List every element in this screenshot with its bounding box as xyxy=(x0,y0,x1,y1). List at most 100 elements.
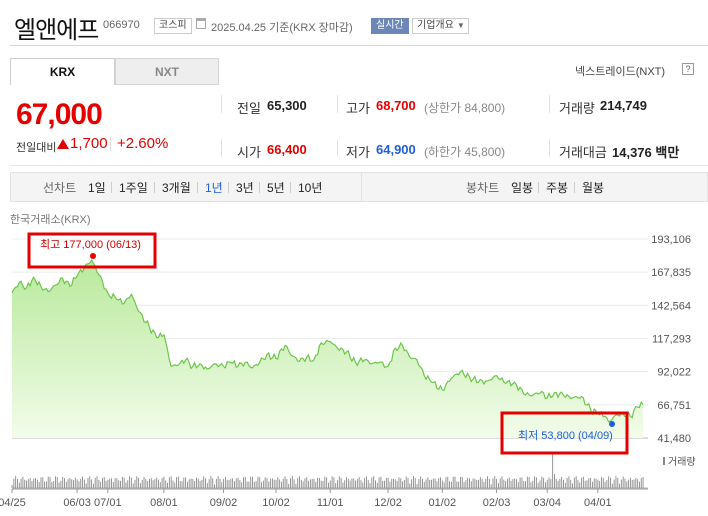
volume-bar xyxy=(537,482,539,488)
volume-bar xyxy=(317,477,319,488)
volume-bar xyxy=(637,479,639,488)
volume-bar xyxy=(575,476,577,488)
x-tick-label: 04/25 xyxy=(0,497,26,509)
volume-bar xyxy=(78,481,80,488)
volume-bar xyxy=(74,477,76,488)
volume-bar xyxy=(248,481,250,488)
volume-bar xyxy=(228,480,230,488)
price-diff-percent: +2.60% xyxy=(117,135,169,152)
volume-bar xyxy=(87,478,89,488)
volume-bar xyxy=(568,476,570,488)
volume-bar xyxy=(259,477,261,488)
volume-bar xyxy=(371,477,373,488)
nextrade-link[interactable]: 넥스트레이드(NXT) xyxy=(575,66,666,78)
volume-bar xyxy=(127,480,129,488)
volume-bar xyxy=(214,484,215,488)
volume-bar xyxy=(136,476,138,488)
volume-bar xyxy=(306,477,308,488)
reference-date: 2025.04.25 기준(KRX 장마감) xyxy=(211,22,353,34)
volume-bar xyxy=(499,478,501,488)
volume-bar xyxy=(405,476,407,488)
volume-bar xyxy=(608,476,610,488)
period-1d[interactable]: 1일 xyxy=(88,181,106,195)
volume-bar xyxy=(557,480,559,488)
volume-bar xyxy=(438,478,440,488)
volume-bar xyxy=(295,483,297,488)
x-tick-label: 03/04 xyxy=(533,497,561,509)
volume-bar xyxy=(322,481,324,488)
volume-bar xyxy=(205,478,206,488)
volume-bar xyxy=(472,478,474,488)
period-3y[interactable]: 3년 xyxy=(236,181,254,195)
period-1w[interactable]: 1주일 xyxy=(119,181,148,195)
volume-bar xyxy=(586,480,588,488)
period-1y[interactable]: 1년 xyxy=(205,181,223,195)
volume-bar xyxy=(508,477,510,488)
volume-bar xyxy=(393,478,394,488)
volume-bar xyxy=(367,480,369,488)
y-tick-label: 41,480 xyxy=(657,433,691,445)
volume-bar xyxy=(194,480,196,488)
period-divider xyxy=(259,182,260,193)
stock-header: 엘앤에프 066970 코스피 2025.04.25 기준(KRX 장마감) 실… xyxy=(0,0,708,48)
volume-bar xyxy=(83,479,85,488)
realtime-button[interactable]: 실시간 xyxy=(371,18,409,34)
tab-krx[interactable]: KRX xyxy=(10,58,115,85)
volume-bar xyxy=(156,477,158,488)
x-tick-label: 01/02 xyxy=(429,497,457,509)
period-5y[interactable]: 5년 xyxy=(267,181,285,195)
volume-bar xyxy=(342,482,344,488)
candle-weekly[interactable]: 주봉 xyxy=(546,181,569,195)
volume-bar xyxy=(85,483,87,488)
volume-bar xyxy=(356,479,358,488)
stats-bottom-divider xyxy=(10,165,708,166)
volume-bar xyxy=(577,480,579,488)
period-10y[interactable]: 10년 xyxy=(298,181,323,195)
upper-limit: (상한가 84,800) xyxy=(424,101,506,115)
low-annotation-box xyxy=(500,411,629,455)
volume-bar xyxy=(445,477,447,488)
volume-bar xyxy=(168,477,170,488)
volume-bar xyxy=(617,477,619,488)
candle-daily[interactable]: 일봉 xyxy=(511,181,534,195)
volume-bar xyxy=(138,477,140,488)
volume-bar xyxy=(179,481,181,488)
volume-bar xyxy=(420,476,422,488)
y-tick-label: 142,564 xyxy=(651,300,691,312)
period-3m[interactable]: 3개월 xyxy=(162,181,191,195)
volume-bar xyxy=(239,480,241,488)
volume-bar xyxy=(60,480,62,488)
volume-bar xyxy=(299,476,300,488)
volume-bar xyxy=(552,452,554,488)
volume-bar xyxy=(309,479,311,488)
candle-chart-label: 봉차트 xyxy=(466,181,500,195)
volume-bar xyxy=(364,477,366,488)
volume-bar xyxy=(49,476,51,488)
volume-bar xyxy=(633,479,635,488)
volume-bar xyxy=(526,476,528,488)
candle-monthly[interactable]: 월봉 xyxy=(582,181,605,195)
period-divider xyxy=(111,182,112,193)
trade-value-value: 14,376 백만 xyxy=(612,145,680,160)
volume-bar xyxy=(107,479,109,488)
help-icon[interactable]: ? xyxy=(682,63,694,75)
volume-bar xyxy=(235,478,237,488)
volume-bar xyxy=(257,476,259,488)
volume-bar xyxy=(280,481,282,488)
volume-bar xyxy=(353,478,355,488)
tab-nxt[interactable]: NXT xyxy=(115,58,219,85)
company-overview-dropdown[interactable]: 기업개요 ▼ xyxy=(412,18,469,34)
volume-bar xyxy=(315,481,317,488)
volume-bar xyxy=(416,484,418,488)
stats-divider xyxy=(549,95,550,113)
volume-bar xyxy=(506,478,508,488)
volume-bar xyxy=(224,476,226,488)
volume-bar xyxy=(465,480,467,488)
low-point-marker xyxy=(609,421,615,427)
volume-bar xyxy=(112,481,114,488)
volume-bar xyxy=(246,481,248,488)
volume-bar xyxy=(523,481,525,488)
volume-bar xyxy=(284,476,286,488)
x-tick-label: 07/01 xyxy=(94,497,122,509)
